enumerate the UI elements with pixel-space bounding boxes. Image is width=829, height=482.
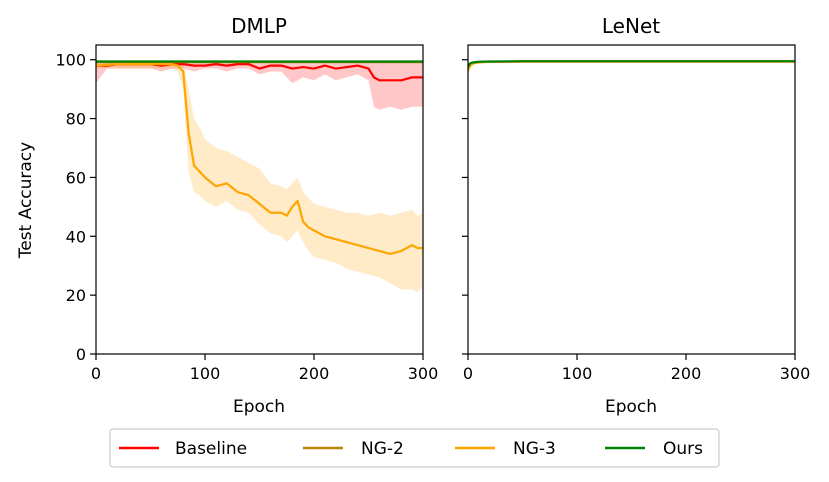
legend-entry-ng3: NG-3 [455, 439, 556, 459]
dmlp-y-tick-label: 60 [66, 168, 86, 187]
lenet-x-axis-label: Epoch [605, 397, 657, 417]
dmlp-title: DMLP [231, 14, 287, 38]
dmlp-x-tick-label: 300 [408, 364, 439, 383]
legend-label-ng3: NG-3 [513, 439, 556, 459]
legend-frame [109, 428, 720, 468]
lenet-axes-frame [467, 44, 796, 355]
dmlp-y-tick-label: 0 [76, 345, 86, 364]
legend-label-ng2: NG-2 [361, 439, 404, 459]
lenet-x-tick-label: 200 [671, 364, 702, 383]
dmlp-y-tick-label: 80 [66, 110, 86, 129]
legend-label-baseline: Baseline [175, 439, 247, 459]
dmlp-plot-area: 0 100 200 300 0 20 40 60 80 100 [55, 44, 439, 383]
lenet-plot-area: 0 100 200 300 [462, 44, 811, 383]
legend-entry-ours: Ours [605, 439, 703, 459]
dmlp-x-axis-label: Epoch [233, 397, 285, 417]
legend-label-ours: Ours [663, 439, 703, 459]
lenet-panel: LeNet 0 100 200 300 Epoch [462, 14, 810, 417]
lenet-band-ng-3 [468, 61, 795, 78]
legend-entry-ng2: NG-2 [303, 439, 404, 459]
lenet-series-group [468, 60, 795, 78]
dmlp-panel: DMLP 0 100 200 300 0 20 40 60 80 100 Epoch Test A… [16, 14, 438, 417]
lenet-x-tick-label: 300 [780, 364, 811, 383]
legend: Baseline NG-2 NG-3 Ours [109, 428, 720, 468]
lenet-line-ng-3 [468, 60, 795, 71]
lenet-x-tick-label: 100 [562, 364, 593, 383]
dmlp-y-axis-label: Test Accuracy [16, 142, 36, 260]
dmlp-band-baseline [96, 61, 423, 110]
lenet-line-ours [468, 60, 795, 68]
dmlp-y-tick-label: 40 [66, 227, 86, 246]
legend-entry-baseline: Baseline [119, 439, 247, 459]
dmlp-line-ng-3 [96, 63, 423, 256]
dmlp-band-ng-3 [96, 61, 423, 293]
lenet-title: LeNet [602, 14, 660, 38]
lenet-band-ng-2 [468, 61, 795, 75]
lenet-band-baseline [468, 61, 795, 75]
dmlp-x-tick-label: 0 [91, 364, 101, 383]
dmlp-series-group [96, 60, 423, 293]
dmlp-y-tick-label: 20 [66, 286, 86, 305]
dmlp-x-tick-label: 100 [190, 364, 221, 383]
dmlp-x-tick-label: 200 [299, 364, 330, 383]
lenet-x-tick-label: 0 [463, 364, 473, 383]
dmlp-y-tick-label: 100 [55, 51, 86, 70]
dmlp-axes-frame [95, 44, 424, 355]
